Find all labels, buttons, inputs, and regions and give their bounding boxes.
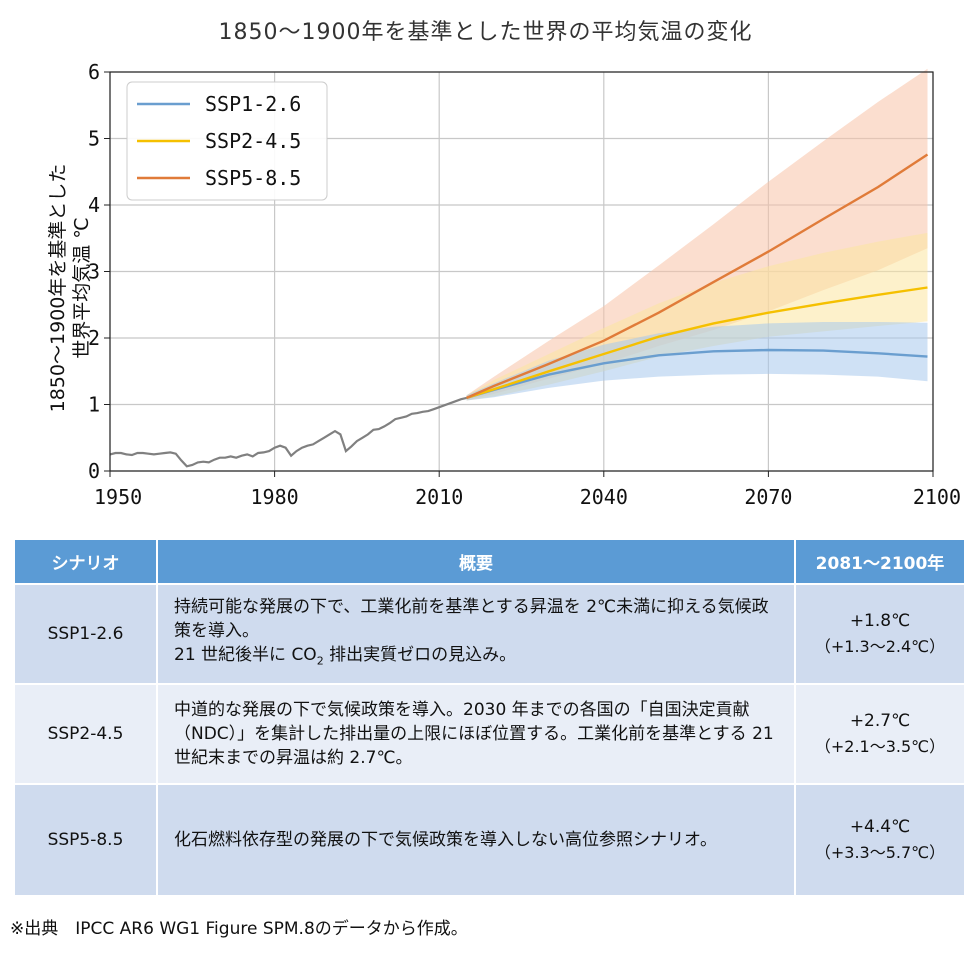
source-footnote: ※出典 IPCC AR6 WG1 Figure SPM.8のデータから作成。 — [10, 919, 468, 939]
y-axis-label: 1850～1900年を基準とした 世界平均気温 ℃ — [46, 98, 106, 478]
x-tick-label: 1980 — [251, 485, 299, 509]
line-ssp5-8.5 — [466, 153, 929, 399]
y-tick-label: 3 — [88, 260, 100, 284]
table-row: SSP1-2.6 持続可能な発展の下で、工業化前を基準とする昇温を 2℃未満に抑… — [13, 583, 966, 685]
header-period: 2081～2100年 — [794, 538, 966, 585]
scenario-name: SSP1-2.6 — [13, 583, 158, 685]
historical-line — [109, 396, 467, 468]
uncertainty-bands — [466, 68, 928, 401]
scenario-description: 化石燃料依存型の発展の下で気候政策を導入しない高位参照シナリオ。 — [156, 783, 796, 897]
x-tick-label: 1950 — [94, 485, 142, 509]
y-tick-label: 4 — [88, 193, 100, 217]
scenario-result: +4.4℃ （+3.3～5.7℃） — [794, 783, 966, 897]
y-axis-label-line1: 1850～1900年を基準とした — [47, 163, 69, 413]
series-lines — [109, 153, 929, 468]
description-text-2: 21 世紀後半に CO2 排出実質ゼロの見込み。 — [174, 643, 782, 673]
warming-value: +2.7℃ — [849, 711, 911, 731]
legend-box — [126, 81, 328, 201]
y-tick-label: 0 — [88, 459, 100, 483]
warming-value: +4.4℃ — [849, 817, 911, 837]
scenario-result: +1.8℃ （+1.3～2.4℃） — [794, 583, 966, 685]
x-tick-label: 2040 — [580, 485, 628, 509]
warming-range: （+2.1～3.5℃） — [814, 737, 946, 756]
description-text-end: 排出実質ゼロの見込み。 — [323, 644, 517, 665]
description-text: 持続可能な発展の下で、工業化前を基準とする昇温を 2℃未満に抑える気候政策を導入… — [174, 596, 769, 641]
y-tick-label: 5 — [88, 127, 100, 151]
line-ssp2-4.5 — [466, 286, 928, 400]
band-ssp5-8.5 — [466, 68, 928, 401]
chart-title: 1850～1900年を基準とした世界の平均気温の変化 — [218, 20, 753, 45]
y-axis-label-line2: 世界平均気温 ℃ — [71, 217, 93, 359]
x-tick-label: 2010 — [415, 485, 463, 509]
scenario-description: 持続可能な発展の下で、工業化前を基準とする昇温を 2℃未満に抑える気候政策を導入… — [156, 583, 796, 685]
table-header-row: シナリオ 概要 2081～2100年 — [13, 538, 966, 585]
header-scenario: シナリオ — [13, 538, 158, 585]
table-row: SSP5-8.5 化石燃料依存型の発展の下で気候政策を導入しない高位参照シナリオ… — [13, 783, 966, 897]
warming-value: +1.8℃ — [849, 611, 911, 631]
co2-subscript: 2 — [316, 654, 324, 668]
co2-text: 21 世紀後半に CO — [174, 644, 317, 665]
scenario-name: SSP2-4.5 — [13, 683, 158, 785]
y-tick-label: 1 — [88, 393, 100, 417]
x-tick-label: 2100 — [913, 485, 961, 509]
temperature-chart: 1950 1980 2010 2040 2070 2100 0 1 2 3 4 5 6 SSP1-2.6… — [88, 60, 961, 509]
y-tick-label: 6 — [88, 60, 100, 84]
band-ssp1-2.6 — [466, 322, 928, 401]
header-summary: 概要 — [156, 538, 796, 585]
y-tick-label: 2 — [88, 326, 100, 350]
table-row: SSP2-4.5 中道的な発展の下で気候政策を導入。2030 年までの各国の「自… — [13, 683, 966, 785]
line-ssp1-2.6 — [466, 348, 928, 400]
scenario-result: +2.7℃ （+2.1～3.5℃） — [794, 683, 966, 785]
legend: SSP1-2.6 SSP2-4.5 SSP5-8.5 — [126, 81, 328, 201]
legend-label-ssp5: SSP5-8.5 — [205, 166, 301, 190]
x-tick-label: 2070 — [744, 485, 792, 509]
warming-range: （+3.3～5.7℃） — [814, 843, 946, 862]
warming-range: （+1.3～2.4℃） — [814, 637, 946, 656]
scenario-table: シナリオ 概要 2081～2100年 SSP1-2.6 持続可能な発展の下で、工… — [13, 538, 966, 897]
axis-ticks: 1950 1980 2010 2040 2070 2100 0 1 2 3 4 5 6 — [88, 60, 961, 509]
legend-label-ssp2: SSP2-4.5 — [205, 129, 301, 153]
scenario-description: 中道的な発展の下で気候政策を導入。2030 年までの各国の「自国決定貢献（NDC… — [156, 683, 796, 785]
legend-label-ssp1: SSP1-2.6 — [205, 92, 301, 116]
scenario-name: SSP5-8.5 — [13, 783, 158, 897]
